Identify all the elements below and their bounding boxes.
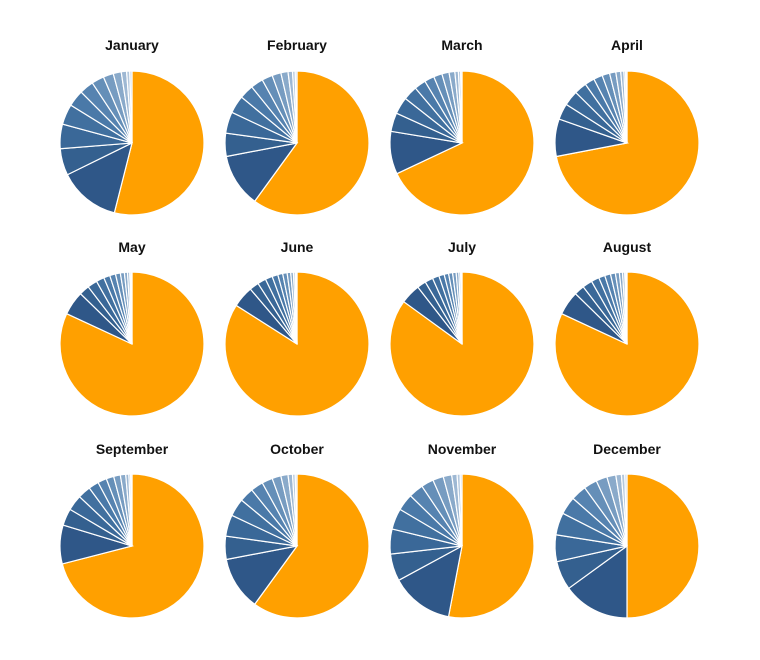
- pie-slice: [66, 141, 133, 214]
- pie-february: February: [224, 37, 370, 216]
- pie-april: April: [554, 37, 700, 216]
- pie-title: March: [441, 37, 482, 53]
- pie-slice: [130, 473, 133, 547]
- pie-title: February: [267, 37, 327, 53]
- pie-slice: [294, 70, 298, 144]
- pie-slice: [567, 544, 628, 619]
- pie-slice: [295, 271, 298, 345]
- pie-slice: [447, 473, 535, 619]
- pie-slice: [396, 70, 535, 216]
- pie-slice: [626, 473, 700, 619]
- pie-slice: [130, 271, 133, 345]
- pie-slice: [253, 70, 370, 216]
- pie-slice: [625, 70, 628, 144]
- pie-title: May: [118, 239, 145, 255]
- pie-title: October: [270, 441, 324, 457]
- pie-title: September: [96, 441, 169, 457]
- pie-august: August: [554, 239, 700, 417]
- pie-slice: [253, 473, 370, 619]
- pie-slice: [294, 473, 298, 547]
- pie-october: October: [224, 441, 370, 619]
- pie-slice: [625, 271, 628, 345]
- pie-title: August: [603, 239, 652, 255]
- pie-title: November: [428, 441, 497, 457]
- pie-title: July: [448, 239, 476, 255]
- pie-june: June: [224, 239, 370, 417]
- pie-march: March: [389, 37, 535, 216]
- pie-slice: [113, 70, 205, 216]
- pie-slice: [459, 473, 463, 547]
- pie-slice: [624, 473, 628, 547]
- pie-slice: [397, 544, 463, 618]
- pie-title: January: [105, 37, 159, 53]
- pie-may: May: [59, 239, 205, 417]
- pie-slice: [129, 70, 133, 144]
- pie-title: December: [593, 441, 661, 457]
- pie-november: November: [389, 441, 535, 619]
- pie-september: September: [59, 441, 205, 619]
- pie-slice: [460, 70, 463, 144]
- pie-december: December: [554, 441, 700, 619]
- pie-title: June: [281, 239, 314, 255]
- pie-july: July: [389, 239, 535, 417]
- pie-title: April: [611, 37, 643, 53]
- pie-january: January: [59, 37, 205, 216]
